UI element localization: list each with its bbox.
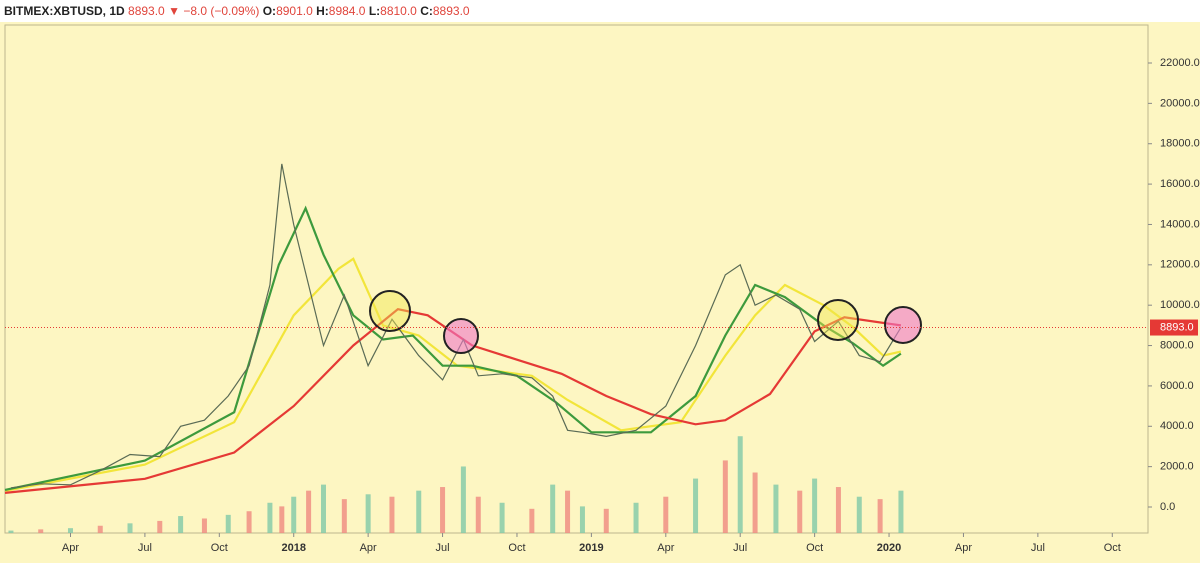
x-tick-label: Oct <box>211 542 228 554</box>
y-tick-label: 20000.0 <box>1160 97 1200 109</box>
volume-bar <box>440 487 446 533</box>
volume-bar <box>693 478 699 533</box>
y-tick-label: 14000.0 <box>1160 218 1200 230</box>
ohlc-value: 8984.0 <box>328 4 366 18</box>
volume-bar <box>365 494 371 533</box>
volume-bar <box>499 502 505 533</box>
volume-bar <box>633 502 639 533</box>
y-tick-label: 12000.0 <box>1160 259 1200 271</box>
volume-bar <box>157 520 163 533</box>
volume-bar <box>579 506 585 533</box>
circle-annotation <box>443 318 479 354</box>
volume-bar <box>663 496 669 533</box>
ohlc-value: 8810.0 <box>380 4 417 18</box>
last-price-label: 8893.0 <box>1160 321 1194 333</box>
volume-bar <box>529 508 535 533</box>
x-tick-label: Jul <box>733 542 747 554</box>
volume-bar <box>225 514 231 533</box>
volume-bar <box>797 490 803 533</box>
y-tick-label: 18000.0 <box>1160 138 1200 150</box>
circle-annotation <box>817 299 859 341</box>
x-tick-label: Apr <box>657 542 674 554</box>
x-tick-label: Jul <box>1031 542 1045 554</box>
volume-bar <box>835 487 841 533</box>
ohlc-value: 8893.0 <box>432 4 470 18</box>
circle-annotation <box>884 306 922 344</box>
annotations <box>369 290 922 354</box>
ohlc-label: O: <box>262 4 277 18</box>
volume-bar <box>246 511 252 533</box>
change: −8.0 (−0.09%) <box>183 4 260 18</box>
volume-bar <box>267 502 273 533</box>
volume-bar <box>550 484 556 533</box>
y-tick-label: 10000.0 <box>1160 299 1200 311</box>
y-tick-label: 6000.0 <box>1160 380 1194 392</box>
volume-bar <box>127 523 133 533</box>
volume-bar <box>752 472 758 533</box>
last-price-box <box>1150 319 1198 336</box>
ohlc-label: H: <box>316 4 329 18</box>
x-tick-label: Oct <box>508 542 525 554</box>
volume-bar <box>565 490 571 533</box>
plot-frame <box>4 24 1149 534</box>
volume-bar <box>898 490 904 533</box>
x-tick-label: 2020 <box>877 542 901 554</box>
volume-bar <box>460 466 466 533</box>
y-tick-label: 22000.0 <box>1160 57 1200 69</box>
volume-bar <box>306 490 312 533</box>
volume-bar <box>178 516 184 533</box>
volume-bar <box>279 506 285 533</box>
x-tick-label: Jul <box>436 542 450 554</box>
volume-bar <box>389 496 395 533</box>
ohlc-label: C: <box>420 4 433 18</box>
volume-bar <box>291 496 297 533</box>
symbol: BITMEX:XBTUSD, 1D <box>4 4 125 18</box>
plot <box>4 163 904 533</box>
y-tick-label: 0.0 <box>1160 501 1175 513</box>
series-line <box>4 257 902 492</box>
volume-bar <box>737 436 743 533</box>
x-tick-label: Jul <box>138 542 152 554</box>
ohlc-label: L: <box>368 4 381 18</box>
x-tick-label: Oct <box>1104 542 1121 554</box>
volume-bar <box>341 499 347 533</box>
volume-bar <box>38 529 44 533</box>
x-tick-label: Apr <box>360 542 377 554</box>
x-tick-label: 2018 <box>281 542 305 554</box>
y-tick-label: 8000.0 <box>1160 339 1194 351</box>
volume-bar <box>97 525 103 533</box>
series-line <box>4 308 902 494</box>
x-tick-label: Oct <box>806 542 823 554</box>
volume-bar <box>67 528 73 533</box>
volume-bar <box>877 499 883 533</box>
ohlc: O:8901.0 H:8984.0 L:8810.0 C:8893.0 <box>263 4 470 18</box>
volume-bar <box>201 518 207 533</box>
volume-bar <box>416 490 422 533</box>
background <box>0 22 1200 563</box>
volume-bar <box>722 460 728 533</box>
volume-bar <box>856 496 862 533</box>
ohlc-value: 8901.0 <box>276 4 313 18</box>
volume-bar <box>773 484 779 533</box>
last-price: 8893.0 <box>128 4 165 18</box>
volume-bar <box>8 530 14 533</box>
x-tick-label: Apr <box>955 542 972 554</box>
volume-bar <box>320 484 326 533</box>
x-tick-label: 2019 <box>579 542 603 554</box>
volume-bar <box>812 478 818 533</box>
x-tick-label: Apr <box>62 542 79 554</box>
y-tick-label: 2000.0 <box>1160 461 1194 473</box>
volume-bar <box>475 496 481 533</box>
y-tick-label: 16000.0 <box>1160 178 1200 190</box>
volume-bar <box>603 508 609 533</box>
down-arrow: ▼ <box>168 4 180 18</box>
circle-annotation <box>369 290 411 332</box>
y-tick-label: 4000.0 <box>1160 420 1194 432</box>
legend-header: BITMEX:XBTUSD, 1D 8893.0 ▼ −8.0 (−0.09%)… <box>4 4 470 18</box>
